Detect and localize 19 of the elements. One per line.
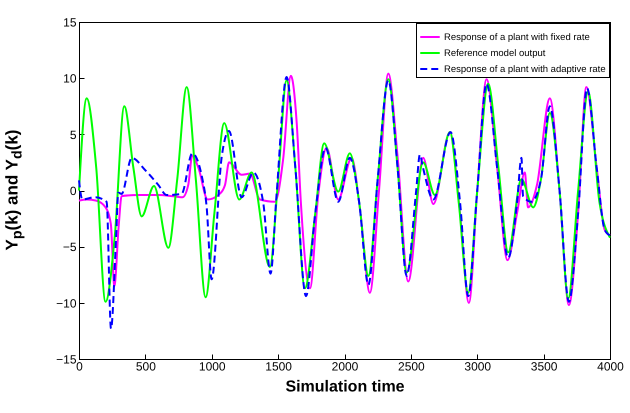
x-tick-label: 1500 — [265, 360, 292, 374]
x-tick-label: 2500 — [398, 360, 426, 374]
y-tick-label: −15 — [56, 352, 77, 366]
x-tick-label: 1000 — [198, 360, 226, 374]
y-tick-label: −10 — [56, 296, 77, 310]
x-tick-label: 4000 — [597, 360, 624, 374]
legend-label: Response of a plant with adaptive rate — [444, 64, 606, 75]
y-tick-label: 15 — [63, 16, 77, 30]
legend-label: Reference model output — [444, 48, 546, 59]
y-tick-label: 5 — [70, 128, 77, 142]
y-tick-label: 0 — [70, 184, 77, 198]
legend-label: Response of a plant with fixed rate — [444, 32, 590, 43]
x-tick-label: 2000 — [332, 360, 359, 374]
x-axis-title: Simulation time — [285, 378, 405, 396]
y-tick-label: 10 — [63, 72, 77, 86]
x-tick-label: 3000 — [464, 360, 492, 374]
y-tick-label: −5 — [62, 240, 77, 254]
x-tick-label: 3500 — [530, 360, 558, 374]
x-tick-label: 500 — [136, 360, 156, 374]
